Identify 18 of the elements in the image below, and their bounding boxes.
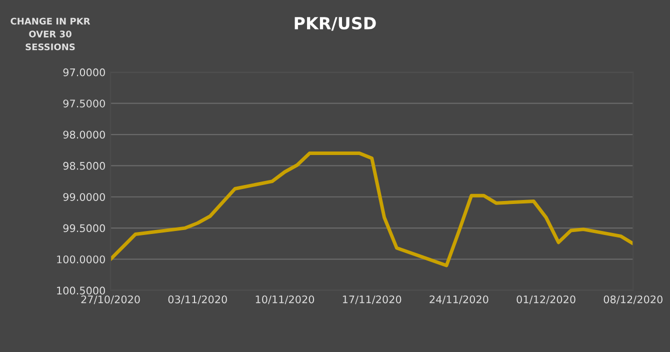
- y-tick-label: 100.5000: [57, 286, 105, 295]
- x-tick-label: 03/11/2020: [168, 295, 227, 304]
- chart-title: PKR/USD: [294, 16, 376, 31]
- y-tick-label: 98.0000: [63, 130, 105, 139]
- x-tick-label: 24/11/2020: [430, 295, 488, 304]
- x-tick-label: 27/10/2020: [81, 295, 140, 304]
- y-tick-label: 100.0000: [57, 255, 105, 264]
- y-tick-label: 97.0000: [63, 68, 105, 76]
- y-tick-label: 98.5000: [63, 162, 105, 170]
- x-tick-label: 01/12/2020: [516, 295, 576, 304]
- y-tick-label: 99.0000: [63, 193, 105, 201]
- y-tick-label: 97.5000: [63, 100, 105, 108]
- x-tick-label: 17/11/2020: [342, 295, 402, 304]
- x-tick-label: 10/11/2020: [256, 295, 314, 304]
- y-axis-title: CHANGE IN PKR OVER 30 SESSIONS: [10, 18, 90, 50]
- x-tick-label: 08/12/2020: [604, 295, 662, 304]
- y-tick-label: 99.5000: [63, 224, 105, 232]
- line-series: [110, 151, 634, 268]
